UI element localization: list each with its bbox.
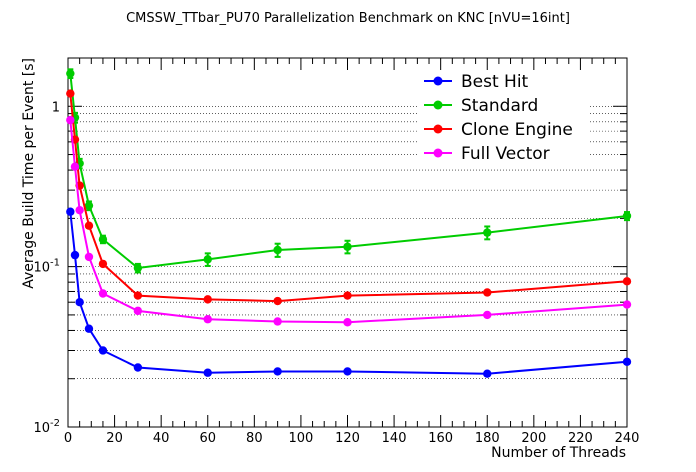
y-axis: 10-210-11 [33,57,627,436]
data-point [203,255,212,264]
data-point [98,346,108,355]
legend-label: Full Vector [461,144,550,164]
data-point [483,228,492,237]
x-tick-label: 180 [475,431,500,446]
legend-marker [433,148,443,158]
series-best-hit [66,207,632,378]
data-point [84,324,94,333]
legend-label: Best Hit [461,72,529,92]
y-tick-mantissa: 10 [33,421,50,436]
x-axis: 0 20 40 60 80 100 120 140 160 180 200 220 240 [64,58,640,446]
data-point [273,296,282,306]
data-point [203,315,212,324]
data-point [203,295,212,304]
data-point [70,162,80,171]
data-point [66,207,75,216]
data-point [133,363,143,372]
y-axis-label: Average Build Time per Event [s] [21,58,37,289]
data-point [75,298,84,307]
legend-marker [433,76,443,86]
y-tick-exponent: -1 [50,258,60,269]
x-tick-label: 120 [335,431,360,446]
data-point [84,252,94,262]
y-tick-label: 1 [52,100,60,115]
data-point [133,291,143,300]
x-tick-label: 40 [153,431,170,446]
y-tick-mantissa: 1 [52,100,60,115]
data-point [622,211,632,221]
grid [68,105,627,380]
data-point [133,306,143,316]
data-point [273,245,282,255]
x-tick-label: 100 [289,431,314,446]
data-point [84,201,94,210]
x-tick-label: 60 [199,431,216,446]
data-point [98,289,108,298]
data-point [622,357,632,367]
legend: Best Hit Standard Clone Engine Full Vector [418,70,588,166]
legend-label: Standard [461,96,538,116]
data-point [84,221,94,230]
x-axis-label: Number of Threads [491,445,626,461]
legend-marker [433,124,443,134]
data-point [343,318,352,327]
series-full-vector [66,115,632,327]
data-point [622,277,632,286]
x-tick-label: 20 [106,431,123,446]
data-point [70,250,80,260]
y-tick-mantissa: 10 [33,261,50,276]
y-tick-exponent: -2 [50,418,60,429]
data-point [98,235,108,244]
chart-title: CMSSW_TTbar_PU70 Parallelization Benchma… [126,11,570,26]
legend-label: Clone Engine [461,120,573,140]
x-tick-label: 240 [615,431,640,446]
x-tick-label: 220 [568,431,593,446]
data-point [203,368,212,377]
data-point [66,89,75,98]
y-tick-label: 10-1 [33,258,60,276]
data-point [273,367,282,376]
data-point [273,317,282,326]
data-point [133,263,143,273]
data-point [343,291,352,300]
data-point [483,310,492,320]
series-layer [66,68,632,378]
data-point [98,259,108,269]
data-point [343,242,352,251]
y-tick-label: 10-2 [33,418,60,436]
series-standard [66,68,632,274]
x-tick-label: 160 [428,431,453,446]
data-point [66,69,75,78]
data-point [483,288,492,297]
x-tick-label: 80 [246,431,263,446]
data-point [622,300,632,309]
x-tick-label: 0 [64,431,72,446]
legend-box [418,70,588,166]
data-point [75,205,84,215]
legend-marker [433,100,443,110]
data-point [483,369,492,378]
x-tick-label: 200 [521,431,546,446]
data-point [343,367,352,376]
x-tick-label: 140 [382,431,407,446]
data-point [66,115,75,125]
